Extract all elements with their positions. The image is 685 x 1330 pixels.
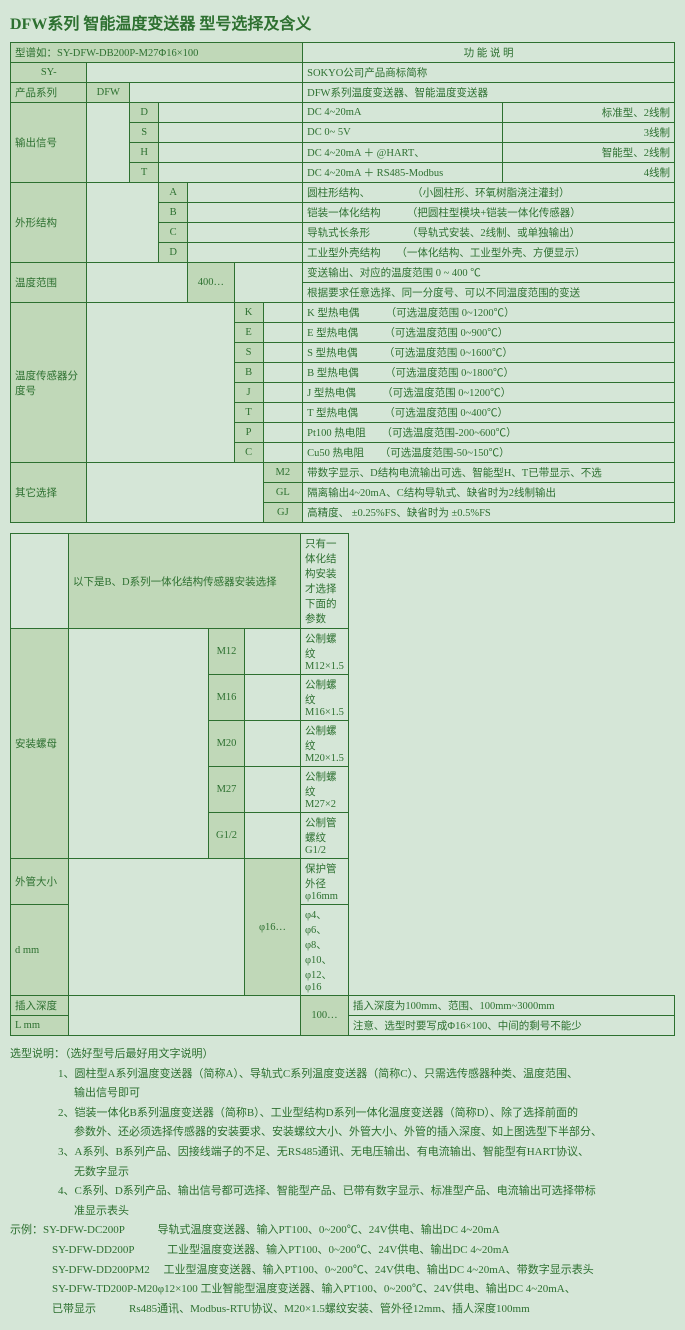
shape-d: 铠装一体化结构 （把圆柱型模块+铠装一体化传感器） [303, 203, 675, 223]
example-5: 已带显示 Rs485通讯、Modbus-RTU协议、M20×1.5螺纹安装、管外… [10, 1301, 675, 1319]
range-label: 温度范围 [11, 263, 87, 303]
out-code: H [130, 143, 159, 163]
sensor-code: B [234, 363, 263, 383]
sensor-d: K 型热电偶 （可选温度范围 0~1200℃） [303, 303, 675, 323]
depth-label: 插入深度 [11, 996, 69, 1016]
shape-label: 外形结构 [11, 183, 87, 263]
other-d: 带数字显示、D结构电流输出可选、智能型H、T已带显示、不选 [303, 463, 675, 483]
pipe-d: 保护管外径φ16mm [301, 859, 349, 905]
pipe-d: φ4、φ6、φ8、φ10、φ12、φ16 [301, 905, 349, 996]
model-table-2: 以下是B、D系列一体化结构传感器安装选择 只有一体化结构安装才选择下面的参数 安… [10, 533, 675, 1036]
nut-d: 公制螺纹 M12×1.5 [301, 629, 349, 675]
shape-d: 工业型外壳结构 （一体化结构、工业型外壳、方便显示） [303, 243, 675, 263]
note-2a: 2、铠装一体化B系列温度变送器（简称B）、工业型结构D系列一体化温度变送器（简称… [10, 1105, 675, 1123]
sensor-label: 温度传感器分度号 [11, 303, 87, 463]
nut-code: M27 [209, 767, 245, 813]
sensor-d: B 型热电偶 （可选温度范围 0~1800℃） [303, 363, 675, 383]
sensor-d: J 型热电偶 （可选温度范围 0~1200℃） [303, 383, 675, 403]
nut-label: 安装螺母 [11, 629, 69, 859]
note-4a: 4、C系列、D系列产品、输出信号都可选择、智能型产品、已带有数字显示、标准型产品… [10, 1183, 675, 1201]
out-d: DC 0~ 5V [303, 123, 503, 143]
sensor-code: J [234, 383, 263, 403]
other-code: M2 [263, 463, 303, 483]
sy-desc: SOKYO公司产品商标简称 [303, 63, 675, 83]
out-code: T [130, 163, 159, 183]
pipe-label-2: d mm [11, 905, 69, 996]
nut-code: G1/2 [209, 813, 245, 859]
depth-code: 100… [301, 996, 349, 1036]
model-example: 型谱如：SY-DFW-DB200P-M27Φ16×100 [11, 43, 303, 63]
depth-d: 插入深度为100mm、范围、100mm~3000mm [348, 996, 674, 1016]
out-e: 智能型、2线制 [503, 143, 675, 163]
depth-d: 注意、选型时要写成Φ16×100、中间的剩号不能少 [348, 1016, 674, 1036]
notes-section: 选型说明：（选好型号后最好用文字说明） 1、圆柱型A系列温度变送器（简称A）、导… [10, 1046, 675, 1318]
page-title: DFW系列 智能温度变送器 型号选择及含义 [10, 10, 675, 34]
t2-header-b: 只有一体化结构安装才选择下面的参数 [301, 534, 349, 629]
sensor-code: T [234, 403, 263, 423]
sensor-code: E [234, 323, 263, 343]
nut-d: 公制螺纹 M20×1.5 [301, 721, 349, 767]
sensor-d: T 型热电偶 （可选温度范围 0~400℃） [303, 403, 675, 423]
out-e: 4线制 [503, 163, 675, 183]
sensor-code: K [234, 303, 263, 323]
note-4b: 准显示表头 [10, 1203, 675, 1221]
range-code: 400… [188, 263, 234, 303]
series-label: 产品系列 [11, 83, 87, 103]
sensor-d: E 型热电偶 （可选温度范围 0~900℃） [303, 323, 675, 343]
dfw-desc: DFW系列温度变送器、智能温度变送器 [303, 83, 675, 103]
sensor-d: S 型热电偶 （可选温度范围 0~1600℃） [303, 343, 675, 363]
nut-code: M20 [209, 721, 245, 767]
sensor-code: C [234, 443, 263, 463]
sensor-code: S [234, 343, 263, 363]
out-code: S [130, 123, 159, 143]
range-d: 变送输出、对应的温度范围 0 ~ 400 ℃ [303, 263, 675, 283]
nut-d: 公制螺纹 M16×1.5 [301, 675, 349, 721]
dfw-code: DFW [87, 83, 130, 103]
other-code: GJ [263, 503, 303, 523]
note-2b: 参数外、还必须选择传感器的安装要求、安装螺纹大小、外管大小、外管的插入深度、如上… [10, 1124, 675, 1142]
out-code: D [130, 103, 159, 123]
example-2: SY-DFW-DD200P 工业型温度变送器、输入PT100、0~200℃、24… [10, 1242, 675, 1260]
pipe-label: 外管大小 [11, 859, 69, 905]
out-e: 标准型、2线制 [503, 103, 675, 123]
sel-title: 选型说明：（选好型号后最好用文字说明） [10, 1046, 675, 1064]
shape-code: A [159, 183, 188, 203]
shape-code: C [159, 223, 188, 243]
output-label: 输出信号 [11, 103, 87, 183]
out-d: DC 4~20mA ＋ @HART、 [303, 143, 503, 163]
note-3b: 无数字显示 [10, 1164, 675, 1182]
out-d: DC 4~20mA [303, 103, 503, 123]
sensor-d: Pt100 热电阻 （可选温度范围-200~600℃） [303, 423, 675, 443]
out-d: DC 4~20mA ＋ RS485-Modbus [303, 163, 503, 183]
example-title: 示例：SY-DFW-DC200P 导轨式温度变送器、输入PT100、0~200℃… [10, 1222, 675, 1240]
shape-code: B [159, 203, 188, 223]
func-header: 功 能 说 明 [303, 43, 675, 63]
example-3: SY-DFW-DD200PM2 工业型温度变送器、输入PT100、0~200℃、… [10, 1262, 675, 1280]
sy-code: SY- [11, 63, 87, 83]
shape-d: 圆柱形结构、 （小圆柱形、环氧树脂浇注灌封） [303, 183, 675, 203]
other-code: GL [263, 483, 303, 503]
other-d: 高精度、 ±0.25%FS、缺省时为 ±0.5%FS [303, 503, 675, 523]
nut-d: 公制管螺纹 G1/2 [301, 813, 349, 859]
nut-d: 公制螺纹 M27×2 [301, 767, 349, 813]
depth-label-2: L mm [11, 1016, 69, 1036]
sensor-d: Cu50 热电阻 （可选温度范围-50~150℃） [303, 443, 675, 463]
note-3a: 3、A系列、B系列产品、因接线端子的不足、无RS485通讯、无电压输出、有电流输… [10, 1144, 675, 1162]
other-label: 其它选择 [11, 463, 87, 523]
sensor-code: P [234, 423, 263, 443]
shape-code: D [159, 243, 188, 263]
note-1a: 1、圆柱型A系列温度变送器（简称A）、导轨式C系列温度变送器（简称C）、只需选传… [10, 1066, 675, 1084]
range-d: 根据要求任意选择、同一分度号、可以不同温度范围的变送 [303, 283, 675, 303]
nut-code: M12 [209, 629, 245, 675]
nut-code: M16 [209, 675, 245, 721]
note-1b: 输出信号即可 [10, 1085, 675, 1103]
other-d: 隔离输出4~20mA、C结构导轨式、缺省时为2线制输出 [303, 483, 675, 503]
model-table-1: 型谱如：SY-DFW-DB200P-M27Φ16×100 功 能 说 明 SY-… [10, 42, 675, 523]
t2-header-a: 以下是B、D系列一体化结构传感器安装选择 [69, 534, 301, 629]
pipe-code: φ16… [245, 859, 301, 996]
out-e: 3线制 [503, 123, 675, 143]
example-4: SY-DFW-TD200P-M20φ12×100 工业智能型温度变送器、输入PT… [10, 1281, 675, 1299]
shape-d: 导轨式长条形 （导轨式安装、2线制、或单独输出） [303, 223, 675, 243]
